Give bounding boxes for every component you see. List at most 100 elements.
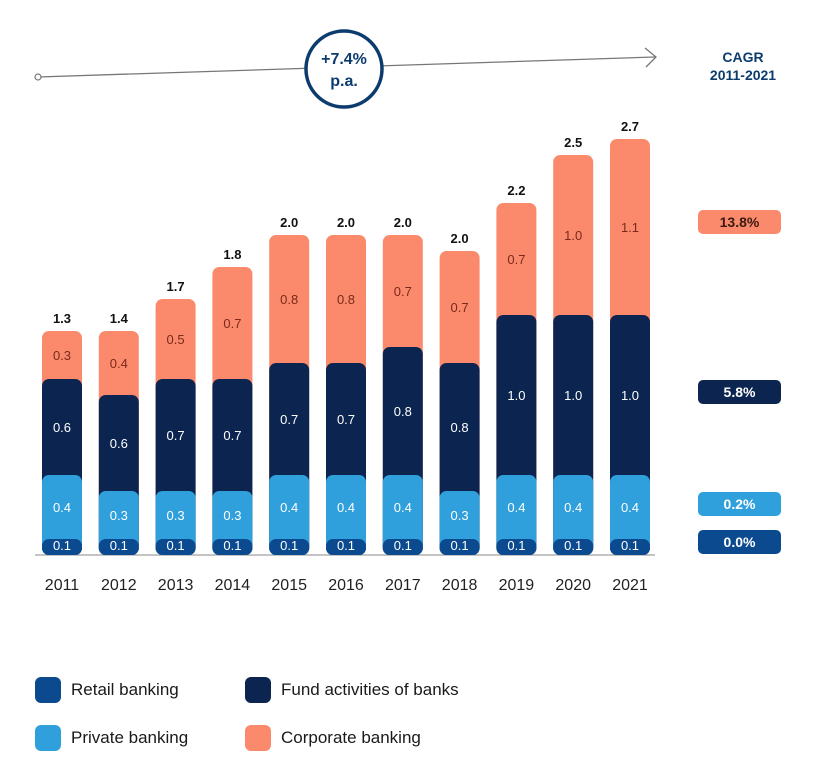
bar-segment <box>382 475 423 555</box>
data-label: 1.0 <box>564 388 582 403</box>
data-label: 0.1 <box>394 538 412 553</box>
bar-segment <box>269 539 310 555</box>
total-label: 2.5 <box>564 135 582 150</box>
legend-label: Private banking <box>71 728 189 747</box>
total-label: 1.8 <box>223 247 241 262</box>
x-tick-label: 2011 <box>45 577 80 594</box>
x-tick-label: 2016 <box>328 577 364 594</box>
data-label: 0.4 <box>110 356 128 371</box>
data-label: 0.1 <box>451 538 469 553</box>
total-label: 2.7 <box>621 119 639 134</box>
data-label: 0.4 <box>564 500 582 515</box>
data-label: 0.7 <box>394 284 412 299</box>
data-label: 0.5 <box>167 332 185 347</box>
data-label: 0.1 <box>167 538 185 553</box>
cagr-badge <box>698 530 781 554</box>
data-label: 0.8 <box>337 292 355 307</box>
bar-segment <box>553 539 594 555</box>
total-label: 2.2 <box>507 183 525 198</box>
x-tick-label: 2012 <box>101 577 137 594</box>
bar-segment <box>496 539 537 555</box>
data-label: 0.1 <box>53 538 71 553</box>
bar-segment <box>439 539 480 555</box>
total-label: 2.0 <box>451 231 469 246</box>
data-label: 0.1 <box>280 538 298 553</box>
total-label: 1.4 <box>110 311 129 326</box>
x-tick-label: 2021 <box>612 577 648 594</box>
data-label: 0.3 <box>223 508 241 523</box>
data-label: 0.1 <box>110 538 128 553</box>
legend-swatch <box>245 677 271 703</box>
legend-item: Corporate banking <box>245 725 421 751</box>
x-tick-label: 2015 <box>271 577 307 594</box>
data-label: 0.1 <box>337 538 355 553</box>
data-label: 1.1 <box>621 220 639 235</box>
total-label: 1.3 <box>53 311 71 326</box>
x-tick-label: 2019 <box>499 577 535 594</box>
data-label: 0.7 <box>451 300 469 315</box>
data-label: 0.7 <box>337 412 355 427</box>
data-label: 0.7 <box>223 428 241 443</box>
legend-label: Fund activities of banks <box>281 680 459 699</box>
bar-segment <box>382 539 423 555</box>
growth-circle <box>304 29 384 109</box>
cagr-title: 2011-2021 <box>710 67 776 83</box>
cagr-badge <box>698 380 781 404</box>
cagr-value: 5.8% <box>724 384 756 400</box>
bar-segment <box>269 475 310 555</box>
data-label: 0.4 <box>337 500 355 515</box>
data-label: 0.1 <box>223 538 241 553</box>
arrow-head-icon <box>644 47 657 68</box>
growth-arrow-start <box>34 73 42 81</box>
total-label: 2.0 <box>337 215 355 230</box>
data-label: 0.4 <box>507 500 525 515</box>
x-tick-label: 2018 <box>442 577 478 594</box>
cagr-value: 0.0% <box>724 534 756 550</box>
data-label: 0.3 <box>53 348 71 363</box>
cagr-badge <box>698 210 781 234</box>
total-label: 2.0 <box>394 215 412 230</box>
legend-item: Retail banking <box>35 677 179 703</box>
cagr-title: CAGR <box>722 49 763 65</box>
legend-swatch <box>35 677 61 703</box>
data-label: 0.6 <box>110 436 128 451</box>
legend-swatch <box>245 725 271 751</box>
x-tick-label: 2013 <box>158 577 194 594</box>
data-label: 0.1 <box>507 538 525 553</box>
data-label: 0.8 <box>394 404 412 419</box>
data-label: 0.4 <box>394 500 412 515</box>
x-tick-label: 2014 <box>215 577 251 594</box>
bar-segment <box>42 539 82 555</box>
data-label: 0.3 <box>451 508 469 523</box>
legend-item: Private banking <box>35 725 188 751</box>
bar-segment <box>326 539 366 555</box>
growth-label: +7.4% <box>321 51 367 68</box>
data-label: 0.6 <box>53 420 71 435</box>
data-label: 1.0 <box>507 388 525 403</box>
data-label: 0.7 <box>167 428 185 443</box>
growth-label: p.a. <box>330 73 358 90</box>
bar-segment <box>155 539 196 555</box>
legend-swatch <box>35 725 61 751</box>
legend-label: Corporate banking <box>281 728 421 747</box>
bar-segment <box>98 539 139 555</box>
total-label: 2.0 <box>280 215 298 230</box>
data-label: 0.7 <box>507 252 525 267</box>
bar-segment <box>496 475 537 555</box>
data-label: 0.4 <box>53 500 71 515</box>
chart-svg: +7.4% p.a. CAGR 2011-2021 0.1 0.4 0.6 0.3 1.3 201… <box>34 29 781 594</box>
data-label: 0.8 <box>280 292 298 307</box>
legend-item: Fund activities of banks <box>245 677 459 703</box>
bar-segment <box>610 539 650 555</box>
data-label: 0.3 <box>167 508 185 523</box>
data-label: 0.7 <box>223 316 241 331</box>
data-label: 0.1 <box>564 538 582 553</box>
x-tick-label: 2020 <box>555 577 591 594</box>
data-label: 1.0 <box>621 388 639 403</box>
x-tick-label: 2017 <box>385 577 421 594</box>
cagr-value: 0.2% <box>724 496 756 512</box>
cagr-badge <box>698 492 781 516</box>
bar-segment <box>553 475 594 555</box>
bar-segment <box>42 475 82 555</box>
